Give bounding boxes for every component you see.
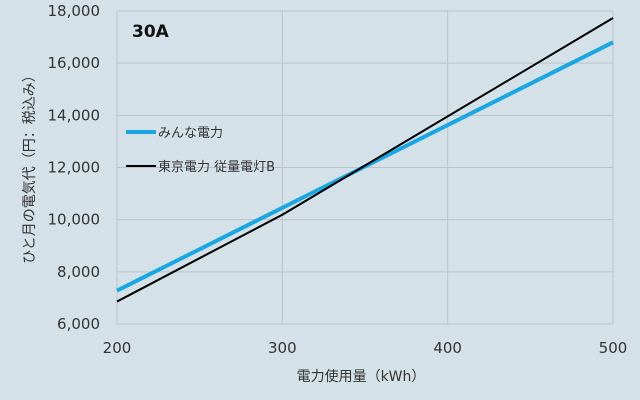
y-tick-label: 18,000: [48, 2, 101, 20]
grid: [116, 10, 614, 325]
x-axis-ticks: 200 300 400 500: [103, 339, 628, 357]
panel-label: 30A: [132, 22, 170, 42]
y-tick-label: 14,000: [48, 106, 101, 124]
x-tick-label: 400: [433, 339, 462, 357]
y-axis-ticks: 6,000 8,000 10,000 12,000 14,000 16,000 18,000: [48, 2, 101, 333]
legend-label: みんな電力: [158, 126, 223, 141]
x-axis-label: 電力使用量（kWh）: [297, 368, 426, 385]
y-tick-label: 16,000: [48, 54, 101, 72]
legend-label: 東京電力 従量電灯B: [158, 159, 275, 175]
y-tick-label: 10,000: [48, 211, 101, 229]
x-tick-label: 200: [103, 339, 132, 357]
y-tick-label: 6,000: [57, 315, 100, 333]
y-tick-label: 12,000: [48, 159, 101, 177]
y-tick-label: 8,000: [57, 263, 100, 281]
y-axis-label: ひと月の電気代（円：税込み）: [22, 68, 38, 264]
x-tick-label: 300: [268, 339, 297, 357]
x-tick-label: 500: [599, 339, 628, 357]
series-lines: [116, 17, 614, 303]
series-line-2: [116, 17, 614, 303]
